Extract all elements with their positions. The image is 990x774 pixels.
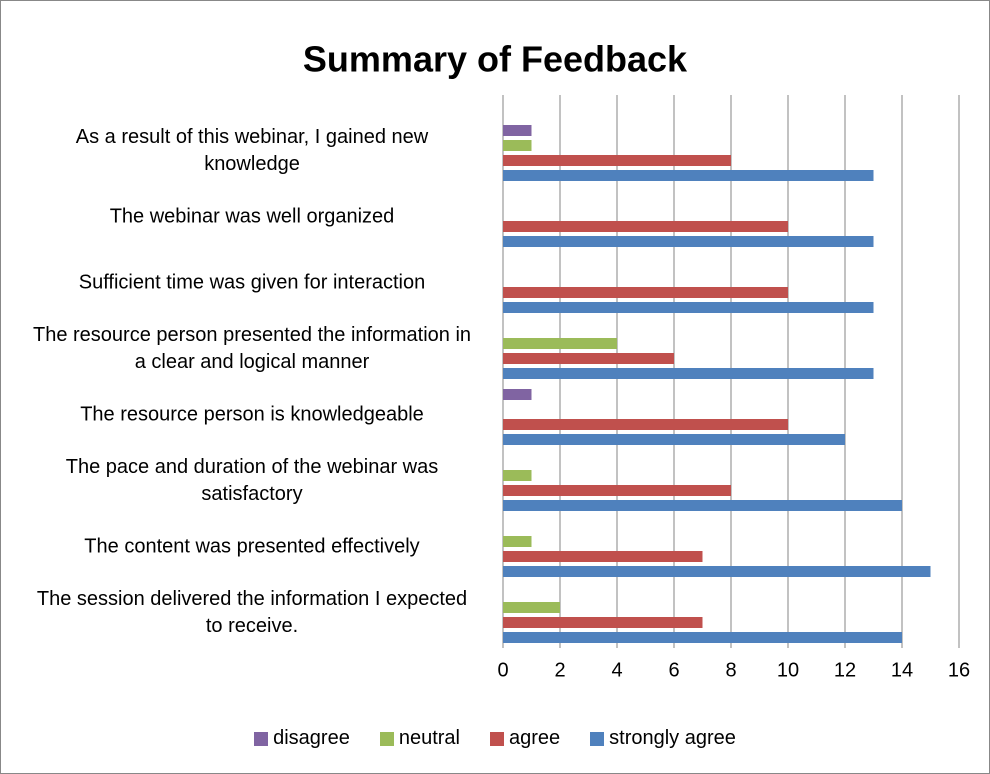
bar <box>503 125 532 136</box>
legend-swatch <box>254 731 269 746</box>
legend-swatch <box>489 731 504 746</box>
legend-item: agree <box>489 727 561 750</box>
bar <box>503 470 532 481</box>
category-label: As a result of this webinar, I gained ne… <box>75 126 429 175</box>
bar <box>503 302 874 313</box>
category-label: The session delivered the information I … <box>36 588 468 637</box>
legend-item: neutral <box>379 727 460 750</box>
category-label: Sufficient time was given for interactio… <box>78 271 426 294</box>
legend-label: neutral <box>398 727 460 749</box>
x-tick-label: 14 <box>891 659 913 681</box>
bar <box>503 485 731 496</box>
category-label: The resource person presented the inform… <box>32 324 472 373</box>
bar <box>503 617 703 628</box>
bar <box>503 389 532 400</box>
legend-label: disagree <box>273 727 350 749</box>
category-label: The content was presented effectively <box>84 535 420 558</box>
bar <box>503 287 788 298</box>
bar <box>503 221 788 232</box>
x-tick-label: 0 <box>497 659 508 681</box>
legend-item: strongly agree <box>590 727 736 750</box>
bar <box>503 353 674 364</box>
legend-item: disagree <box>254 727 350 750</box>
bar <box>503 632 902 643</box>
x-tick-label: 12 <box>834 659 856 681</box>
bar <box>503 338 617 349</box>
x-tick-label: 16 <box>948 659 970 681</box>
chart-title: Summary of Feedback <box>303 39 688 80</box>
legend: disagree neutral agree strongly agree <box>0 727 990 750</box>
legend-label: agree <box>508 727 561 749</box>
category-label: The pace and duration of the webinar was… <box>65 456 439 505</box>
bar <box>503 551 703 562</box>
bar <box>503 368 874 379</box>
bar <box>503 236 874 247</box>
bar <box>503 536 532 547</box>
x-tick-label: 4 <box>611 659 622 681</box>
bar <box>503 140 532 151</box>
category-label: The webinar was well organized <box>109 205 395 228</box>
bar <box>503 434 845 445</box>
bar <box>503 170 874 181</box>
legend-swatch <box>379 731 394 746</box>
bar <box>503 566 931 577</box>
bar <box>503 419 788 430</box>
x-tick-label: 10 <box>777 659 799 681</box>
x-tick-label: 6 <box>668 659 679 681</box>
legend-label: strongly agree <box>609 727 736 749</box>
category-label: The resource person is knowledgeable <box>80 403 424 426</box>
bar <box>503 500 902 511</box>
bar <box>503 155 731 166</box>
bar <box>503 602 560 613</box>
legend-swatch <box>590 731 605 746</box>
x-tick-label: 8 <box>725 659 736 681</box>
x-tick-label: 2 <box>554 659 565 681</box>
